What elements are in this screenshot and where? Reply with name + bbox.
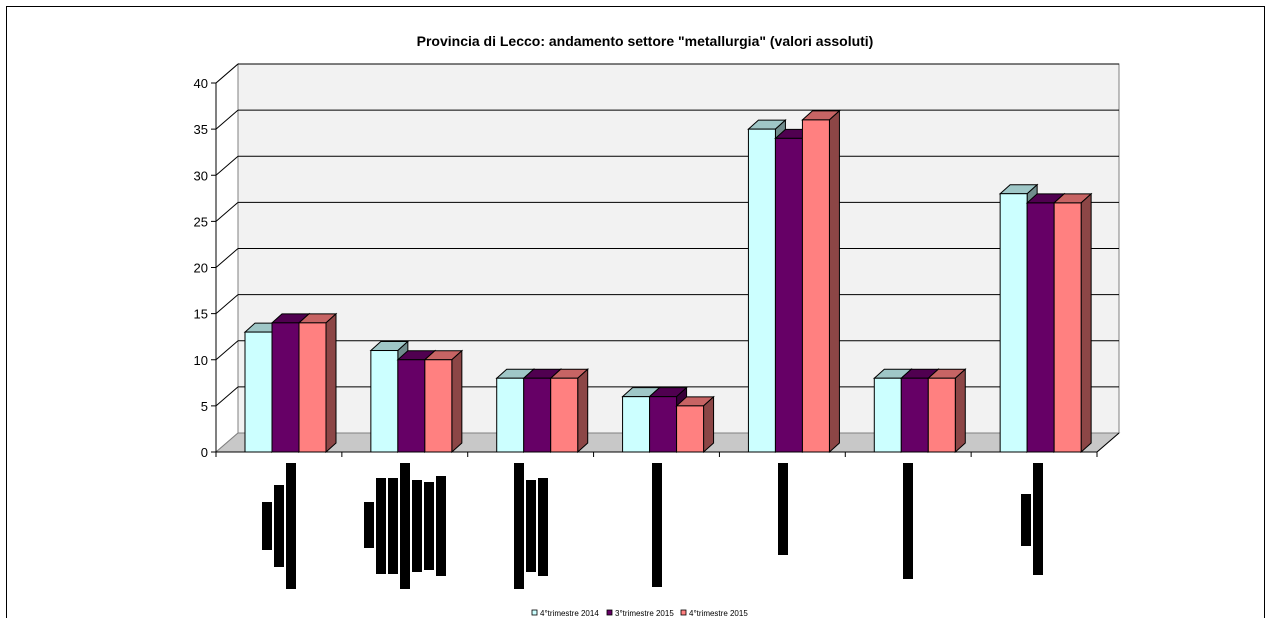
y-tick-label: 25 (194, 214, 208, 229)
gridline-side (215, 63, 239, 84)
x-tick-label-block (526, 480, 536, 572)
bar (423, 349, 464, 454)
chart-title: Provincia di Lecco: andamento settore "m… (417, 33, 874, 49)
gridline-side (215, 155, 239, 176)
legend-label: 4°trimestre 2015 (689, 609, 748, 618)
bar-front (747, 128, 776, 453)
bar (297, 312, 338, 454)
gridline-side (215, 109, 239, 130)
legend: 4°trimestre 2014 3°trimestre 2015 4°trimes… (531, 609, 748, 618)
bar (926, 368, 967, 454)
x-tick-label-block (274, 485, 284, 567)
bar-front (801, 119, 830, 453)
bar-front (496, 377, 525, 453)
x-tick-label (1021, 463, 1043, 575)
bar-side (828, 109, 840, 454)
gridline-side (215, 386, 239, 407)
x-tick-label-block (364, 502, 374, 548)
bar-front (244, 331, 273, 453)
gridline-side (215, 201, 239, 222)
x-tick-label-block (436, 476, 446, 576)
x-tick-label-block (388, 478, 398, 574)
bar-front (1053, 202, 1082, 453)
x-tick-label-block (1033, 463, 1043, 575)
bar-front (649, 396, 678, 453)
x-tick-label-block (424, 482, 434, 570)
bar-side (451, 349, 463, 454)
bar-front (774, 137, 803, 453)
bar-side (954, 368, 966, 454)
legend-item: 4°trimestre 2014 (531, 609, 599, 618)
legend-item: 4°trimestre 2015 (680, 609, 748, 618)
gridline-side (215, 294, 239, 315)
bar-front (271, 322, 300, 453)
bar-side (703, 395, 715, 454)
x-tick-label-block (1021, 494, 1031, 546)
bar-front (873, 377, 902, 453)
bar-front (900, 377, 929, 453)
x-tick-label-block (778, 463, 788, 555)
bar-front (523, 377, 552, 453)
bar-side (577, 368, 589, 454)
x-tick-label-block (400, 463, 410, 589)
x-tick-label (778, 463, 788, 555)
bars-group (243, 109, 1093, 454)
x-tick-label (652, 463, 662, 587)
y-tick-label: 40 (194, 76, 208, 91)
y-tick-label: 0 (201, 445, 208, 460)
gridline-side (215, 340, 239, 361)
x-tick-label-block (514, 463, 524, 589)
legend-swatch (606, 609, 613, 616)
legend-label: 4°trimestre 2014 (540, 609, 599, 618)
legend-swatch (531, 609, 538, 616)
category-labels (262, 463, 1043, 589)
x-tick-label-block (412, 480, 422, 572)
x-tick-label-block (538, 478, 548, 576)
x-tick-label (903, 463, 913, 579)
y-tick-label: 30 (194, 168, 208, 183)
bar-front (397, 359, 426, 453)
y-tick-label: 20 (194, 261, 208, 276)
legend-swatch (680, 609, 687, 616)
bar (1052, 192, 1093, 454)
bar-front (550, 377, 579, 453)
y-tick-label: 5 (201, 399, 208, 414)
bar-side (1080, 192, 1092, 454)
y-tick-label: 15 (194, 307, 208, 322)
x-tick-label-block (903, 463, 913, 579)
bar (801, 109, 841, 454)
bar (549, 368, 590, 454)
y-tick-label: 10 (194, 353, 208, 368)
x-tick-label (262, 463, 296, 589)
x-tick-label-block (286, 463, 296, 589)
bar-front (1026, 202, 1055, 453)
x-tick-label (514, 463, 548, 589)
bar-front (370, 350, 399, 453)
bar-front (298, 322, 327, 453)
gridline-side (215, 248, 239, 268)
bar-front (622, 396, 651, 453)
legend-label: 3°trimestre 2015 (615, 609, 674, 618)
x-tick-label-block (376, 478, 386, 574)
legend-item: 3°trimestre 2015 (606, 609, 674, 618)
x-tick-label (364, 463, 446, 589)
bar (675, 395, 715, 454)
floor-edge (1096, 432, 1120, 453)
chart-frame (6, 6, 1265, 618)
bar-front (676, 405, 705, 453)
y-tick-label: 35 (194, 122, 208, 137)
x-tick-label-block (652, 463, 662, 587)
bar-side (325, 312, 337, 454)
bar-front (424, 359, 453, 453)
bar-front (927, 377, 956, 453)
x-tick-label-block (262, 502, 272, 550)
bar-front (999, 193, 1028, 453)
